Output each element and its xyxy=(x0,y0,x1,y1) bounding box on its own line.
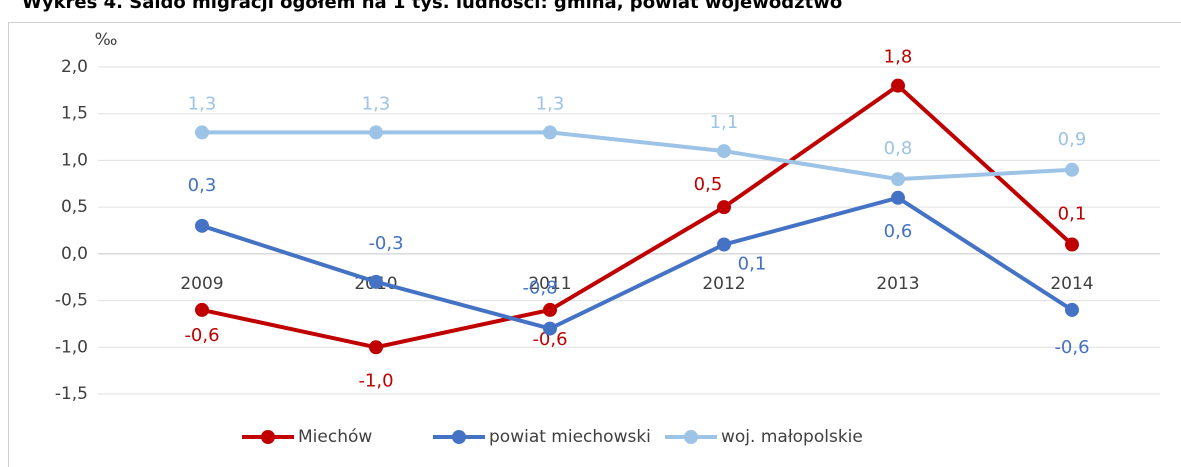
chart-title: Wykres 4. Saldo migracji ogółem na 1 tys… xyxy=(22,0,842,13)
point xyxy=(1065,237,1079,252)
y-axis-label: ‰ xyxy=(95,30,118,50)
x-tick-label: 2014 xyxy=(1050,274,1093,294)
legend-marker xyxy=(452,430,466,444)
value-label: 0,1 xyxy=(1058,204,1087,225)
x-tick-label: 2009 xyxy=(180,274,223,294)
value-label: 0,3 xyxy=(188,175,217,196)
point xyxy=(717,237,731,252)
value-label: -0,6 xyxy=(532,329,567,350)
line xyxy=(202,130,1073,182)
x-tick-label: 2012 xyxy=(702,274,745,294)
point xyxy=(891,172,905,187)
value-label: 0,6 xyxy=(884,221,913,242)
value-label: -0,8 xyxy=(522,278,557,299)
value-label: 0,5 xyxy=(694,174,723,195)
point xyxy=(891,190,905,205)
point xyxy=(369,125,383,140)
point xyxy=(195,218,209,233)
chart-frame xyxy=(8,22,1181,467)
value-label: -0,3 xyxy=(368,233,403,254)
legend-label: powiat miechowski xyxy=(489,427,651,447)
point xyxy=(195,302,209,317)
point xyxy=(543,125,557,140)
value-label: 1,1 xyxy=(710,112,739,133)
value-label: 1,3 xyxy=(536,93,565,114)
line xyxy=(201,195,1074,331)
value-label: 0,9 xyxy=(1058,129,1087,150)
legend-label: Miechów xyxy=(298,427,372,447)
y-tick-label: -0,5 xyxy=(55,291,88,311)
point xyxy=(717,144,731,159)
legend-marker xyxy=(261,430,275,444)
legend-label: woj. małopolskie xyxy=(721,427,863,447)
y-tick-label: 2,0 xyxy=(61,57,88,77)
value-label: 1,3 xyxy=(188,93,217,114)
x-tick-label: 2013 xyxy=(876,274,919,294)
line xyxy=(201,83,1074,350)
y-tick-label: 1,5 xyxy=(61,104,88,124)
value-label: 0,1 xyxy=(738,254,767,275)
y-tick-label: 1,0 xyxy=(61,150,88,170)
y-tick-label: 0,5 xyxy=(61,197,88,217)
point xyxy=(195,125,209,140)
y-tick-label: 0,0 xyxy=(61,244,88,264)
x-tick-label: 2011 xyxy=(528,274,571,294)
value-label: 1,8 xyxy=(884,47,913,68)
y-tick-label: -1,0 xyxy=(55,337,88,357)
point xyxy=(543,321,557,336)
y-tick-label: -1,5 xyxy=(55,384,88,404)
point xyxy=(543,302,557,317)
value-label: -0,6 xyxy=(1054,337,1089,358)
value-label: -1,0 xyxy=(358,370,393,391)
value-label: -0,6 xyxy=(184,325,219,346)
point xyxy=(369,340,383,355)
point xyxy=(891,78,905,93)
value-label: 0,8 xyxy=(884,138,913,159)
legend-marker xyxy=(684,430,698,444)
point xyxy=(717,200,731,215)
value-label: 1,3 xyxy=(362,93,391,114)
point xyxy=(369,274,383,289)
point xyxy=(1065,162,1079,177)
point xyxy=(1065,302,1079,317)
